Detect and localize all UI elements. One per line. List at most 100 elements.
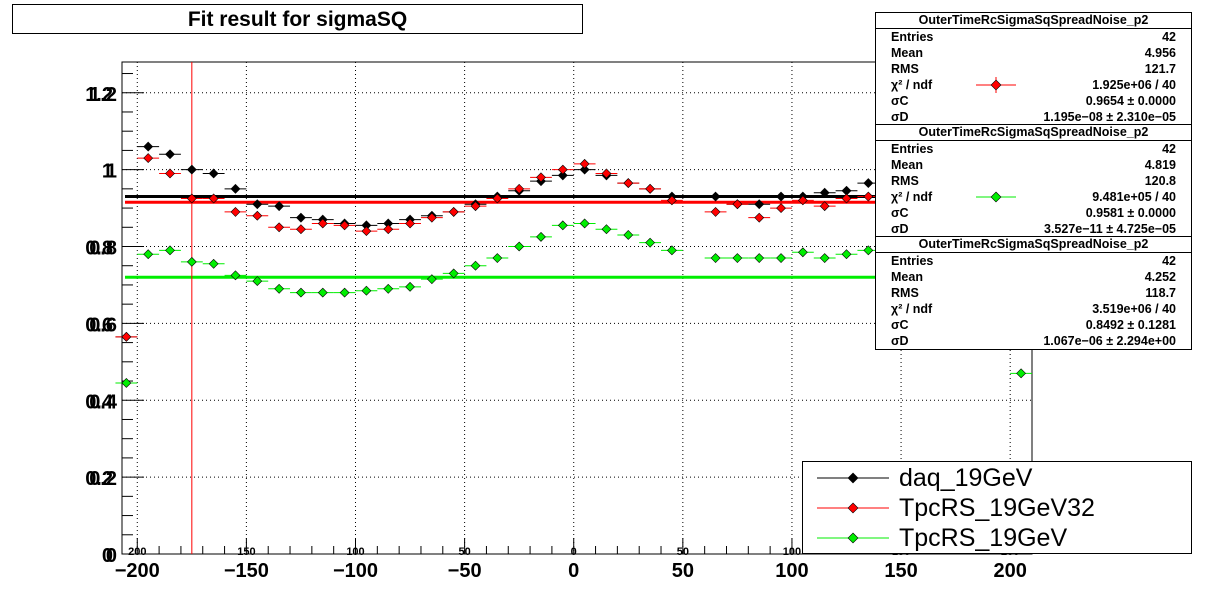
y-tick-label: 0.4 <box>85 391 114 413</box>
stats-value: 121.7 <box>1144 62 1176 76</box>
data-point <box>208 258 219 269</box>
data-point <box>317 287 328 298</box>
y-tick-label: 0.6 <box>89 314 117 336</box>
data-point <box>776 191 786 202</box>
data-point <box>296 224 306 235</box>
stats-value: 42 <box>1162 30 1176 44</box>
data-point <box>732 199 743 210</box>
stats-box: OuterTimeRcSigmaSqSpreadNoise_p2 Entries 4… <box>875 236 1192 350</box>
data-point <box>296 287 306 298</box>
legend-marker <box>817 472 889 484</box>
stats-row: χ² / ndf 1.925e+06 / 40 <box>876 77 1191 93</box>
data-point <box>230 206 241 217</box>
data-point <box>121 378 132 388</box>
data-point <box>1016 368 1027 379</box>
stats-label: χ² / ndf <box>891 302 933 316</box>
data-point <box>252 276 263 287</box>
stats-value: 0.9581 ± 0.0000 <box>1085 206 1176 220</box>
stats-value: 42 <box>1162 142 1176 156</box>
stats-value: 3.519e+06 / 40 <box>1092 302 1176 316</box>
stats-value: 4.956 <box>1144 46 1176 60</box>
stats-value: 1.195e−08 ± 2.310e−05 <box>1043 110 1176 124</box>
data-point <box>819 253 830 263</box>
data-point <box>470 201 481 212</box>
data-point <box>623 230 634 240</box>
y-tick-label: 1 <box>106 161 117 183</box>
stats-label: Entries <box>891 30 934 44</box>
stats-value: 4.252 <box>1144 270 1176 284</box>
stats-row: Mean 4.956 <box>876 45 1191 61</box>
data-point <box>557 164 568 175</box>
data-point <box>426 274 437 285</box>
stats-row: σD 3.527e−11 ± 4.725e−05 <box>876 221 1191 237</box>
data-point <box>710 253 721 263</box>
stats-value: 4.819 <box>1144 158 1176 172</box>
stats-row: σD 1.195e−08 ± 2.310e−05 <box>876 109 1191 125</box>
legend-label: TpcRS_19GeV <box>899 524 1068 552</box>
inner-x-tick-label: 100 <box>783 546 801 558</box>
data-point <box>405 281 415 292</box>
stats-box: OuterTimeRcSigmaSqSpreadNoise_p2 Entries 4… <box>875 12 1192 126</box>
data-point <box>667 195 677 206</box>
data-point <box>863 245 874 256</box>
data-point <box>645 237 656 248</box>
inner-x-tick-label: 200 <box>128 546 146 558</box>
stats-title: OuterTimeRcSigmaSqSpreadNoise_p2 <box>876 125 1191 141</box>
data-point <box>754 253 765 263</box>
y-tick-label: 1.2 <box>89 84 117 106</box>
data-point <box>797 247 808 258</box>
stats-label: RMS <box>891 62 919 76</box>
stats-row: χ² / ndf 3.519e+06 / 40 <box>876 301 1191 317</box>
data-point <box>208 193 219 204</box>
legend-entry: TpcRS_19GeV32 <box>803 493 1191 523</box>
legend-marker <box>817 502 889 514</box>
y-tick-label: 0 <box>106 545 117 567</box>
stats-value: 3.527e−11 ± 4.725e−05 <box>1044 222 1176 236</box>
stats-label: Entries <box>891 142 934 156</box>
data-point <box>841 249 852 260</box>
stats-row: Entries 42 <box>876 253 1191 269</box>
data-point <box>274 222 285 233</box>
data-point <box>252 210 263 221</box>
stats-row: RMS 118.7 <box>876 285 1191 301</box>
data-point <box>754 212 765 223</box>
data-point <box>514 183 525 194</box>
y-tick-label: 0 <box>102 545 113 567</box>
data-point <box>841 193 852 204</box>
x-tick-label: 150 <box>884 560 917 582</box>
data-point <box>121 331 132 342</box>
stats-value: 1.925e+06 / 40 <box>1092 78 1176 92</box>
data-point <box>339 220 350 231</box>
stats-label: σD <box>891 222 909 236</box>
data-point <box>776 203 786 213</box>
data-point <box>361 226 372 237</box>
y-tick-label: 0.6 <box>85 314 113 336</box>
data-point <box>601 168 612 179</box>
x-tick-label: 50 <box>672 560 694 582</box>
data-point <box>492 193 503 204</box>
inner-x-tick-label: 0 <box>571 546 577 558</box>
stats-row: RMS 120.8 <box>876 173 1191 189</box>
data-point <box>274 201 285 212</box>
stats-marker <box>976 77 1016 93</box>
data-point <box>230 183 241 194</box>
chart-title: Fit result for sigmaSQ <box>12 4 583 34</box>
stats-row: Entries 42 <box>876 29 1191 45</box>
data-point <box>557 220 568 231</box>
stats-label: σC <box>891 94 909 108</box>
data-point <box>579 218 590 229</box>
stats-value: 42 <box>1162 254 1176 268</box>
data-point <box>230 270 241 281</box>
data-point <box>143 153 154 164</box>
data-point <box>645 183 656 194</box>
stats-label: RMS <box>891 286 919 300</box>
x-tick-label: 100 <box>775 560 808 582</box>
stats-label: Mean <box>891 46 923 60</box>
y-tick-label: 1 <box>102 161 113 183</box>
stats-label: χ² / ndf <box>891 190 933 204</box>
stats-row: Mean 4.252 <box>876 269 1191 285</box>
data-point <box>710 191 721 202</box>
data-point <box>536 172 546 183</box>
stats-label: χ² / ndf <box>891 78 933 92</box>
stats-row: σC 0.9654 ± 0.0000 <box>876 93 1191 109</box>
